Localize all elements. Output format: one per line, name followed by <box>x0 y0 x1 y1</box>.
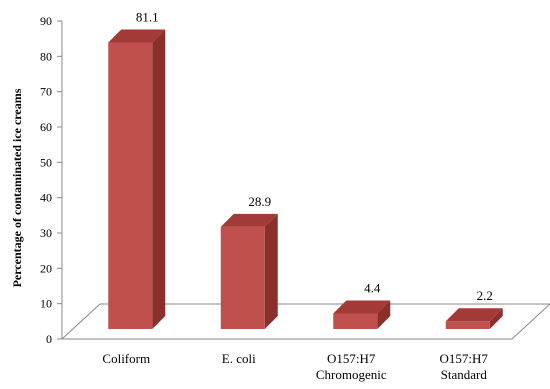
bar <box>445 308 503 329</box>
y-axis-label: Percentage of contaminated ice creams <box>10 88 24 287</box>
floor-outline <box>60 303 550 340</box>
y-tick-label: 20 <box>40 261 52 275</box>
bar-side <box>489 308 503 329</box>
x-tick-label: Chromogenic <box>316 367 387 382</box>
chart-axes: 0 10 20 30 40 50 60 70 80 90 <box>40 14 63 346</box>
bar-top <box>445 308 503 322</box>
y-tick-label: 90 <box>40 14 52 28</box>
bar-front <box>333 313 378 329</box>
y-tick-label: 0 <box>46 332 52 346</box>
bar-side <box>377 300 391 329</box>
y-tick-label: 60 <box>40 120 52 134</box>
bar-top <box>333 300 391 314</box>
data-label: 28.9 <box>248 194 271 209</box>
bar-top <box>220 213 278 227</box>
y-tick-label: 70 <box>40 85 52 99</box>
x-tick-label: Standard <box>441 367 488 382</box>
bar-top <box>108 29 166 43</box>
x-tick-label: O157:H7 <box>440 351 489 366</box>
bar <box>220 213 278 329</box>
chart-bars <box>108 29 503 330</box>
x-tick-label: O157:H7 <box>327 351 376 366</box>
data-label: 2.2 <box>477 288 493 303</box>
bar-front <box>108 42 153 330</box>
x-tick-label: E. coli <box>222 351 256 366</box>
bar-side <box>152 29 166 330</box>
data-label: 81.1 <box>136 9 159 24</box>
x-tick-label: Coliform <box>102 351 150 366</box>
bar-side <box>264 213 278 329</box>
y-tick-label: 30 <box>40 226 52 240</box>
chart-floor <box>60 303 550 340</box>
y-tick-label: 50 <box>40 155 52 169</box>
y-tick-label: 40 <box>40 191 52 205</box>
bar-front <box>445 321 490 329</box>
bar <box>333 300 391 329</box>
bar-front <box>220 226 265 329</box>
y-tick-label: 10 <box>40 297 52 311</box>
bar <box>108 29 166 330</box>
y-tick-label: 80 <box>40 49 52 63</box>
data-label: 4.4 <box>364 280 381 295</box>
